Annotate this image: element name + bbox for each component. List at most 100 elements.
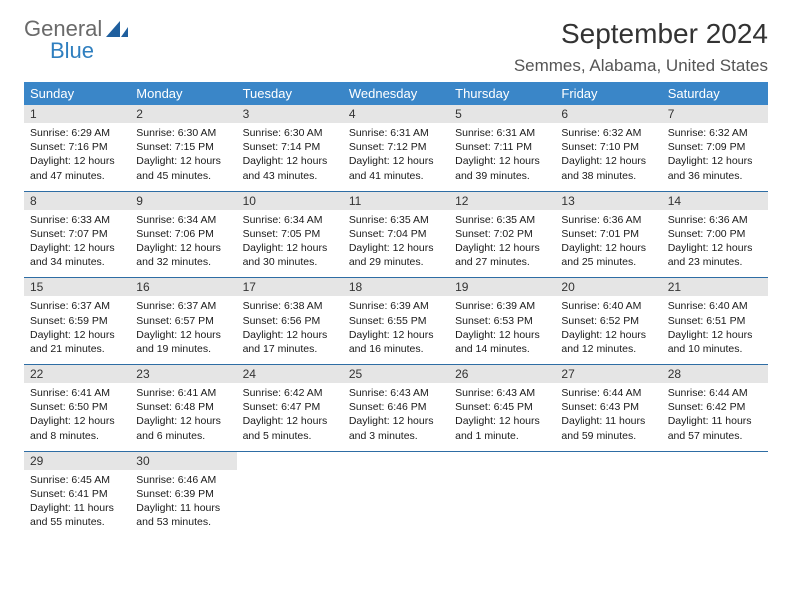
weekday-header: Friday: [555, 82, 661, 105]
calendar-cell: 25Sunrise: 6:43 AMSunset: 6:46 PMDayligh…: [343, 365, 449, 452]
day-body: Sunrise: 6:31 AMSunset: 7:12 PMDaylight:…: [343, 123, 449, 191]
day-line-d2: and 23 minutes.: [668, 255, 762, 269]
calendar-cell: 21Sunrise: 6:40 AMSunset: 6:51 PMDayligh…: [662, 278, 768, 365]
calendar-cell: 1Sunrise: 6:29 AMSunset: 7:16 PMDaylight…: [24, 105, 130, 191]
day-number: 18: [343, 278, 449, 296]
day-line-d2: and 21 minutes.: [30, 342, 124, 356]
calendar-cell: 6Sunrise: 6:32 AMSunset: 7:10 PMDaylight…: [555, 105, 661, 191]
day-line-ss: Sunset: 7:10 PM: [561, 140, 655, 154]
day-line-d2: and 25 minutes.: [561, 255, 655, 269]
day-line-d1: Daylight: 12 hours: [668, 241, 762, 255]
day-number: 3: [237, 105, 343, 123]
day-line-sr: Sunrise: 6:40 AM: [668, 299, 762, 313]
day-line-d2: and 19 minutes.: [136, 342, 230, 356]
calendar-cell: 28Sunrise: 6:44 AMSunset: 6:42 PMDayligh…: [662, 365, 768, 452]
calendar-cell: 26Sunrise: 6:43 AMSunset: 6:45 PMDayligh…: [449, 365, 555, 452]
calendar-cell: 15Sunrise: 6:37 AMSunset: 6:59 PMDayligh…: [24, 278, 130, 365]
day-line-ss: Sunset: 7:07 PM: [30, 227, 124, 241]
day-line-d1: Daylight: 12 hours: [30, 154, 124, 168]
day-body: Sunrise: 6:43 AMSunset: 6:46 PMDaylight:…: [343, 383, 449, 451]
day-line-sr: Sunrise: 6:43 AM: [455, 386, 549, 400]
day-line-sr: Sunrise: 6:34 AM: [243, 213, 337, 227]
day-line-d2: and 41 minutes.: [349, 169, 443, 183]
day-line-d1: Daylight: 12 hours: [349, 154, 443, 168]
day-number: 28: [662, 365, 768, 383]
day-line-sr: Sunrise: 6:33 AM: [30, 213, 124, 227]
day-line-ss: Sunset: 6:55 PM: [349, 314, 443, 328]
day-line-sr: Sunrise: 6:30 AM: [136, 126, 230, 140]
day-line-d2: and 57 minutes.: [668, 429, 762, 443]
day-body: Sunrise: 6:34 AMSunset: 7:05 PMDaylight:…: [237, 210, 343, 278]
day-line-sr: Sunrise: 6:36 AM: [668, 213, 762, 227]
day-line-sr: Sunrise: 6:32 AM: [668, 126, 762, 140]
day-number: 17: [237, 278, 343, 296]
day-number: 29: [24, 452, 130, 470]
day-line-ss: Sunset: 6:39 PM: [136, 487, 230, 501]
day-line-d1: Daylight: 12 hours: [243, 328, 337, 342]
day-number: 9: [130, 192, 236, 210]
day-number: 14: [662, 192, 768, 210]
logo-word-2: Blue: [50, 40, 128, 62]
day-line-d1: Daylight: 11 hours: [30, 501, 124, 515]
day-line-d2: and 27 minutes.: [455, 255, 549, 269]
day-line-d2: and 36 minutes.: [668, 169, 762, 183]
day-line-d2: and 1 minute.: [455, 429, 549, 443]
day-line-d1: Daylight: 12 hours: [30, 414, 124, 428]
day-line-ss: Sunset: 7:14 PM: [243, 140, 337, 154]
day-line-sr: Sunrise: 6:37 AM: [30, 299, 124, 313]
day-line-ss: Sunset: 7:05 PM: [243, 227, 337, 241]
day-number: 13: [555, 192, 661, 210]
day-line-sr: Sunrise: 6:35 AM: [455, 213, 549, 227]
calendar-row: 1Sunrise: 6:29 AMSunset: 7:16 PMDaylight…: [24, 105, 768, 191]
day-line-ss: Sunset: 7:01 PM: [561, 227, 655, 241]
calendar-cell: 4Sunrise: 6:31 AMSunset: 7:12 PMDaylight…: [343, 105, 449, 191]
calendar-cell: [555, 451, 661, 537]
day-line-ss: Sunset: 6:56 PM: [243, 314, 337, 328]
day-line-d1: Daylight: 12 hours: [243, 154, 337, 168]
day-line-d2: and 30 minutes.: [243, 255, 337, 269]
day-line-sr: Sunrise: 6:31 AM: [455, 126, 549, 140]
day-line-d1: Daylight: 12 hours: [455, 414, 549, 428]
calendar-cell: 11Sunrise: 6:35 AMSunset: 7:04 PMDayligh…: [343, 191, 449, 278]
day-line-d2: and 45 minutes.: [136, 169, 230, 183]
location: Semmes, Alabama, United States: [514, 56, 768, 76]
day-line-sr: Sunrise: 6:39 AM: [455, 299, 549, 313]
day-line-ss: Sunset: 7:09 PM: [668, 140, 762, 154]
day-line-ss: Sunset: 6:43 PM: [561, 400, 655, 414]
day-number: 2: [130, 105, 236, 123]
calendar-cell: 29Sunrise: 6:45 AMSunset: 6:41 PMDayligh…: [24, 451, 130, 537]
day-line-sr: Sunrise: 6:42 AM: [243, 386, 337, 400]
day-line-ss: Sunset: 7:06 PM: [136, 227, 230, 241]
day-number: 5: [449, 105, 555, 123]
day-line-d2: and 6 minutes.: [136, 429, 230, 443]
day-line-ss: Sunset: 6:46 PM: [349, 400, 443, 414]
day-number: 27: [555, 365, 661, 383]
calendar-cell: 20Sunrise: 6:40 AMSunset: 6:52 PMDayligh…: [555, 278, 661, 365]
day-line-ss: Sunset: 7:16 PM: [30, 140, 124, 154]
day-line-d1: Daylight: 12 hours: [136, 328, 230, 342]
day-line-sr: Sunrise: 6:41 AM: [136, 386, 230, 400]
calendar-cell: 30Sunrise: 6:46 AMSunset: 6:39 PMDayligh…: [130, 451, 236, 537]
day-line-ss: Sunset: 6:57 PM: [136, 314, 230, 328]
day-line-sr: Sunrise: 6:39 AM: [349, 299, 443, 313]
day-number: 24: [237, 365, 343, 383]
calendar-cell: [449, 451, 555, 537]
day-line-d1: Daylight: 12 hours: [136, 154, 230, 168]
day-body: Sunrise: 6:31 AMSunset: 7:11 PMDaylight:…: [449, 123, 555, 191]
day-body: Sunrise: 6:42 AMSunset: 6:47 PMDaylight:…: [237, 383, 343, 451]
day-line-sr: Sunrise: 6:43 AM: [349, 386, 443, 400]
day-line-d2: and 14 minutes.: [455, 342, 549, 356]
calendar-cell: 22Sunrise: 6:41 AMSunset: 6:50 PMDayligh…: [24, 365, 130, 452]
day-number: 19: [449, 278, 555, 296]
day-number: 26: [449, 365, 555, 383]
day-number: 30: [130, 452, 236, 470]
day-number: 8: [24, 192, 130, 210]
day-line-d1: Daylight: 11 hours: [136, 501, 230, 515]
day-number: 12: [449, 192, 555, 210]
day-line-d2: and 38 minutes.: [561, 169, 655, 183]
day-line-d1: Daylight: 12 hours: [561, 241, 655, 255]
calendar-cell: 14Sunrise: 6:36 AMSunset: 7:00 PMDayligh…: [662, 191, 768, 278]
day-body: Sunrise: 6:29 AMSunset: 7:16 PMDaylight:…: [24, 123, 130, 191]
day-line-d2: and 59 minutes.: [561, 429, 655, 443]
day-number: 21: [662, 278, 768, 296]
